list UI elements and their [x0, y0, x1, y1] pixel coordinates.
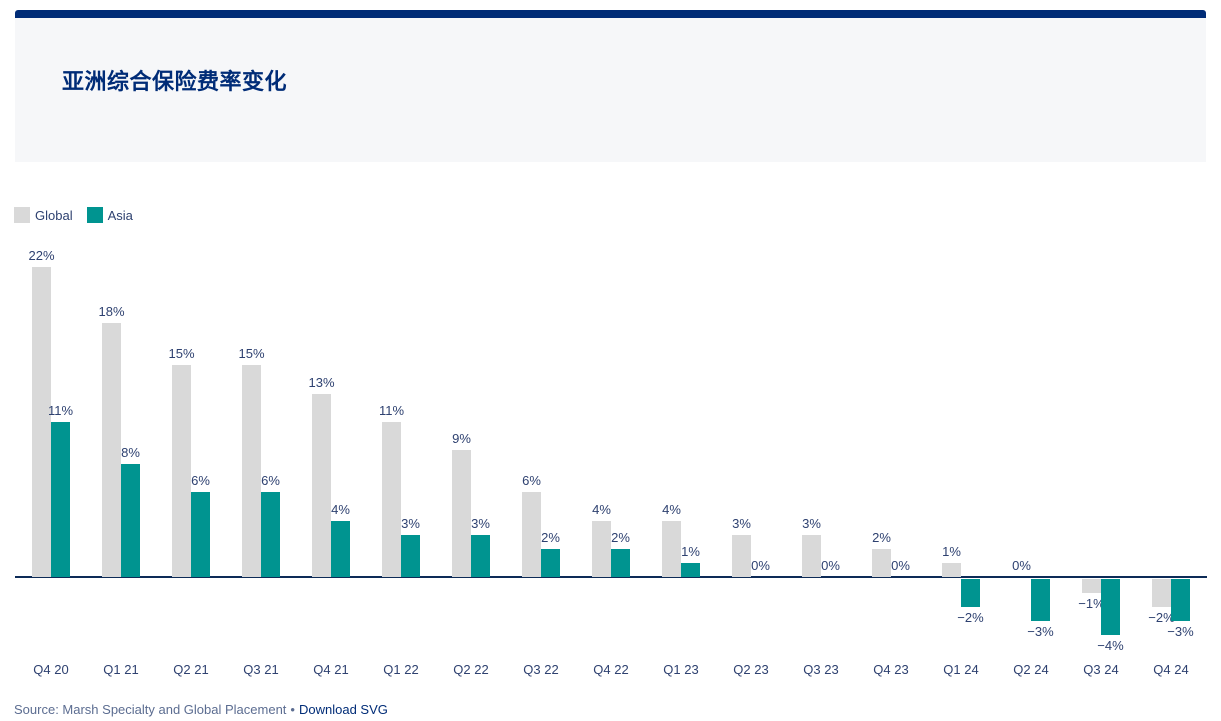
x-axis-label-q2-22: Q2 22 — [453, 662, 489, 677]
bar-asia-q1-24[interactable] — [961, 579, 980, 607]
x-axis-label-q4-23: Q4 23 — [873, 662, 909, 677]
bar-asia-q2-21[interactable] — [191, 492, 210, 577]
data-label-asia-q1-24: −2% — [957, 610, 984, 625]
data-label-global-q4-24: −2% — [1148, 610, 1175, 625]
data-label-asia-q2-21: 6% — [191, 473, 210, 488]
data-label-global-q2-23: 3% — [732, 516, 751, 531]
x-axis-label-q2-24: Q2 24 — [1013, 662, 1049, 677]
header-accent-bar — [15, 10, 1206, 18]
download-svg-link[interactable]: Download SVG — [298, 702, 388, 717]
bar-asia-q1-23[interactable] — [681, 563, 700, 577]
bar-global-q1-23[interactable] — [662, 521, 681, 577]
bar-global-q4-23[interactable] — [872, 549, 891, 577]
x-axis-label-q3-24: Q3 24 — [1083, 662, 1119, 677]
data-label-global-q1-21: 18% — [98, 304, 125, 319]
x-axis-label-q2-21: Q2 21 — [173, 662, 209, 677]
x-axis-label-q4-20: Q4 20 — [33, 662, 69, 677]
data-label-asia-q3-23: 0% — [821, 558, 840, 573]
data-label-global-q1-22: 11% — [378, 403, 405, 418]
data-label-global-q4-22: 4% — [592, 502, 611, 517]
bar-asia-q3-22[interactable] — [541, 549, 560, 577]
header-panel: 亚洲综合保险费率变化 — [15, 18, 1206, 162]
source-credit: Source: Marsh Specialty and Global Place… — [14, 702, 287, 717]
bar-asia-q4-20[interactable] — [51, 422, 70, 577]
footer-separator: • — [290, 702, 295, 717]
bar-global-q2-23[interactable] — [732, 535, 751, 577]
bar-asia-q4-21[interactable] — [331, 521, 350, 577]
data-label-global-q4-21: 13% — [308, 375, 335, 390]
legend-label: Asia — [107, 207, 133, 223]
data-label-global-q3-22: 6% — [522, 473, 541, 488]
x-axis-label-q3-22: Q3 22 — [523, 662, 559, 677]
legend-swatch-global — [14, 207, 30, 223]
x-axis-line — [15, 576, 1207, 578]
bar-asia-q3-24[interactable] — [1101, 579, 1120, 635]
x-axis-label-q3-23: Q3 23 — [803, 662, 839, 677]
bar-asia-q2-24[interactable] — [1031, 579, 1050, 621]
data-label-asia-q4-20: 11% — [47, 403, 74, 418]
bar-asia-q1-22[interactable] — [401, 535, 420, 577]
bar-asia-q4-24[interactable] — [1171, 579, 1190, 621]
data-label-asia-q3-21: 6% — [261, 473, 280, 488]
data-label-global-q1-24: 1% — [942, 544, 961, 559]
legend-item-asia[interactable]: Asia — [86, 207, 133, 223]
bar-global-q4-22[interactable] — [592, 521, 611, 577]
legend-swatch-asia — [86, 207, 103, 223]
data-label-asia-q4-22: 2% — [611, 530, 630, 545]
data-label-asia-q4-23: 0% — [891, 558, 910, 573]
chart-legend: Global Asia — [14, 207, 133, 223]
x-axis-label-q1-22: Q1 22 — [383, 662, 419, 677]
bar-global-q1-24[interactable] — [942, 563, 961, 577]
legend-label: Global — [35, 207, 73, 223]
data-label-global-q4-20: 22% — [28, 248, 55, 263]
bar-asia-q4-22[interactable] — [611, 549, 630, 577]
x-axis-label-q1-21: Q1 21 — [103, 662, 139, 677]
x-axis-label-q4-21: Q4 21 — [313, 662, 349, 677]
x-axis-label-q1-24: Q1 24 — [943, 662, 979, 677]
bar-global-q3-24[interactable] — [1082, 579, 1101, 593]
data-label-global-q1-23: 4% — [662, 502, 681, 517]
bar-global-q1-21[interactable] — [102, 323, 121, 577]
data-label-global-q2-24: 0% — [1012, 558, 1031, 573]
data-label-global-q3-23: 3% — [802, 516, 821, 531]
data-label-asia-q4-24: −3% — [1167, 624, 1194, 639]
chart-footer: Source: Marsh Specialty and Global Place… — [14, 702, 388, 717]
bar-asia-q1-21[interactable] — [121, 464, 140, 577]
x-axis-label-q1-23: Q1 23 — [663, 662, 699, 677]
data-label-asia-q3-22: 2% — [541, 530, 560, 545]
bar-global-q3-22[interactable] — [522, 492, 541, 577]
x-axis-label-q3-21: Q3 21 — [243, 662, 279, 677]
bar-global-q1-22[interactable] — [382, 422, 401, 577]
bar-global-q4-20[interactable] — [32, 267, 51, 577]
x-axis-label-q4-22: Q4 22 — [593, 662, 629, 677]
chart-title: 亚洲综合保险费率变化 — [62, 69, 288, 94]
data-label-global-q3-24: −1% — [1078, 596, 1105, 611]
data-label-global-q2-21: 15% — [168, 346, 195, 361]
data-label-asia-q1-21: 8% — [121, 445, 140, 460]
x-axis-label-q2-23: Q2 23 — [733, 662, 769, 677]
bar-global-q3-21[interactable] — [242, 365, 261, 577]
data-label-asia-q2-23: 0% — [751, 558, 770, 573]
data-label-global-q2-22: 9% — [452, 431, 471, 446]
legend-item-global[interactable]: Global — [14, 207, 73, 223]
bar-global-q2-22[interactable] — [452, 450, 471, 577]
data-label-asia-q1-22: 3% — [401, 516, 420, 531]
bar-asia-q3-21[interactable] — [261, 492, 280, 577]
bar-asia-q2-22[interactable] — [471, 535, 490, 577]
data-label-global-q3-21: 15% — [238, 346, 265, 361]
data-label-asia-q3-24: −4% — [1097, 638, 1124, 653]
bar-global-q2-21[interactable] — [172, 365, 191, 577]
bar-global-q4-21[interactable] — [312, 394, 331, 577]
data-label-asia-q2-24: −3% — [1027, 624, 1054, 639]
data-label-asia-q2-22: 3% — [471, 516, 490, 531]
bar-global-q3-23[interactable] — [802, 535, 821, 577]
data-label-global-q4-23: 2% — [872, 530, 891, 545]
data-label-asia-q1-23: 1% — [681, 544, 700, 559]
data-label-asia-q4-21: 4% — [331, 502, 350, 517]
x-axis-label-q4-24: Q4 24 — [1153, 662, 1189, 677]
bar-global-q4-24[interactable] — [1152, 579, 1171, 607]
